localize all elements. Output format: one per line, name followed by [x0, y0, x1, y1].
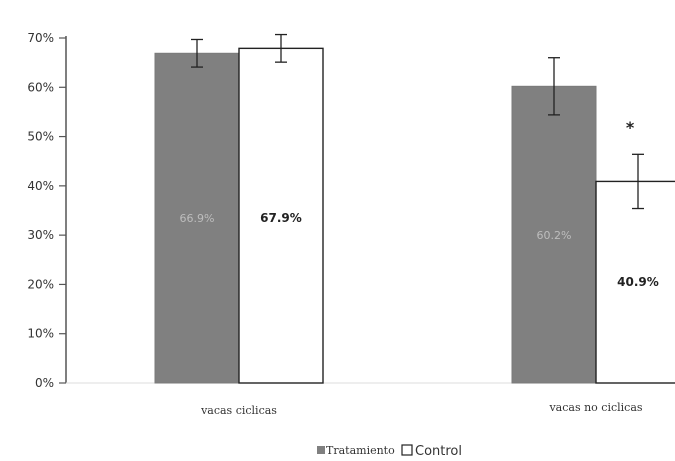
legend-label-tratamiento: Tratamiento: [326, 444, 395, 457]
bar-control: [595, 180, 675, 384]
y-tick-label: 70%: [27, 31, 54, 45]
data-label: 67.9%: [260, 211, 302, 225]
y-tick-label: 30%: [27, 228, 54, 242]
data-label: 60.2%: [537, 229, 572, 242]
labels-layer: 66.9% 60.2% 67.9% 40.9% * vacas ciclicas vacas…: [180, 118, 659, 417]
significance-asterisk: *: [626, 118, 635, 137]
data-label: 66.9%: [180, 212, 215, 225]
legend-swatch-control: [401, 444, 413, 456]
y-tick-label: 0%: [35, 376, 54, 390]
bar-tratamiento: [154, 52, 240, 384]
legend-swatch-tratamiento: [317, 446, 325, 454]
y-tick-label: 10%: [27, 327, 54, 341]
category-label: vacas no ciclicas: [548, 401, 642, 414]
y-tick-label: 50%: [27, 130, 54, 144]
legend-label-control: Control: [415, 444, 462, 459]
bar-control: [238, 47, 324, 384]
y-tick-label: 40%: [27, 179, 54, 193]
data-label: 40.9%: [617, 275, 659, 289]
bar-tratamiento: [511, 85, 597, 384]
category-label: vacas ciclicas: [200, 404, 277, 417]
legend: Tratamiento Control: [317, 444, 462, 459]
error-bars-layer: [191, 33, 644, 210]
y-tick-label: 20%: [27, 277, 54, 291]
y-tick-label: 60%: [27, 80, 54, 94]
bars-layer: [154, 47, 675, 384]
